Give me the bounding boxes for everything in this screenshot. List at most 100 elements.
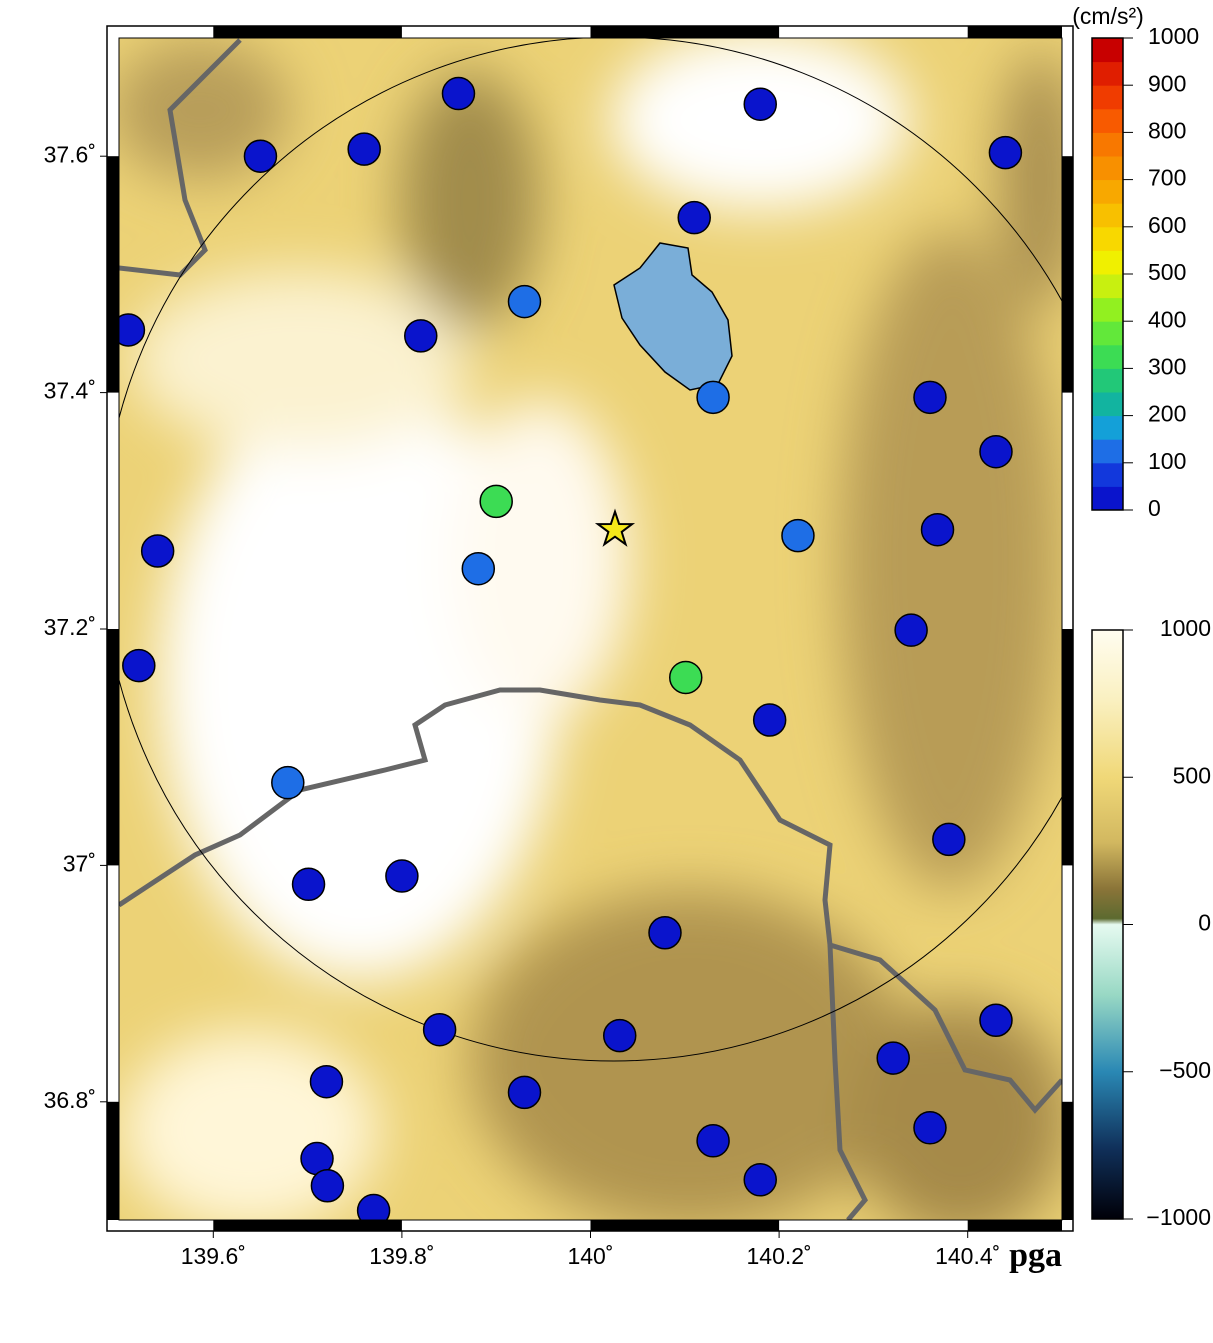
colorbar-segment: [1092, 203, 1123, 228]
colorbar-tick-label: 400: [1148, 306, 1186, 332]
colorbar-segment: [1092, 61, 1123, 86]
station: [347, 132, 381, 166]
colorbar-tick-label: 0: [1148, 495, 1161, 521]
colorbar-segment: [1092, 274, 1123, 299]
station: [913, 380, 947, 415]
elevation-colorbar: [1091, 629, 1124, 1220]
colorbar-segment: [1092, 156, 1123, 181]
station: [648, 916, 682, 950]
colorbar-segment: [1092, 415, 1123, 440]
y-tick-label: 37.2˚: [44, 614, 96, 640]
station: [743, 87, 777, 121]
x-tick-label: 139.6˚: [181, 1243, 246, 1269]
frame-bar: [107, 1101, 119, 1220]
colorbar-tick-label: 500: [1173, 762, 1211, 788]
station: [479, 484, 513, 519]
station: [461, 551, 496, 586]
colorbar-tick-label: 100: [1148, 448, 1186, 474]
map-label: pga: [1009, 1237, 1062, 1274]
station: [309, 1064, 344, 1099]
x-tick-label: 140˚: [567, 1243, 613, 1269]
station: [979, 434, 1013, 469]
distance-circle: [119, 38, 1062, 1062]
colorbar-segment: [1092, 368, 1123, 393]
station: [743, 1163, 777, 1197]
station: [140, 534, 175, 568]
colorbar-tick-label: 700: [1148, 165, 1186, 191]
colorbar-tick-label: 500: [1148, 259, 1186, 285]
terrain: [119, 38, 1062, 1220]
colorbar-segment: [1092, 462, 1123, 487]
colorbar-tick-label: −1000: [1146, 1204, 1211, 1230]
station: [876, 1041, 910, 1075]
colorbar-segment: [1092, 392, 1123, 417]
colorbar-segment: [1092, 226, 1123, 251]
station: [913, 1111, 947, 1145]
colorbar-segment: [1092, 108, 1123, 133]
x-tick-label: 140.2˚: [746, 1243, 811, 1269]
colorbar-tick-label: 1000: [1160, 615, 1211, 641]
station: [271, 765, 305, 800]
frame-bar: [107, 156, 119, 393]
colorbar-segment: [1092, 344, 1123, 369]
station: [920, 512, 955, 547]
station: [422, 1012, 457, 1047]
colorbar-segment: [1092, 179, 1123, 204]
colorbar-segment: [1092, 321, 1123, 346]
colorbar-segment: [1092, 38, 1123, 63]
frame-bar: [590, 1220, 780, 1231]
colorbar-tick-label: 1000: [1148, 23, 1199, 49]
station: [781, 518, 815, 553]
boundary: [119, 38, 242, 278]
colorbar-segment: [1092, 250, 1123, 275]
station: [507, 1075, 542, 1110]
station: [310, 1168, 345, 1203]
frame-bar: [213, 26, 402, 38]
colorbar-segment: [1092, 486, 1123, 511]
frame-bar: [967, 26, 1062, 38]
frame-bar: [1062, 629, 1073, 866]
station: [404, 319, 438, 353]
station: [243, 139, 278, 173]
colorbar-tick-label: −500: [1159, 1057, 1211, 1083]
colorbar-tick-label: 800: [1148, 117, 1186, 143]
station: [507, 284, 542, 319]
frame-bar: [213, 1220, 402, 1231]
boundary: [827, 944, 868, 1220]
colorbar-segment: [1092, 85, 1123, 110]
colorbar-tick-label: 900: [1148, 70, 1186, 96]
station: [894, 613, 928, 647]
frame-bar: [967, 1220, 1062, 1231]
y-tick-label: 37.4˚: [44, 378, 96, 404]
colorbar-tick-label: 600: [1148, 212, 1186, 238]
station: [696, 1124, 730, 1158]
station: [119, 313, 146, 347]
colorbar-segment: [1092, 132, 1123, 157]
station: [696, 380, 730, 415]
station: [122, 648, 156, 683]
station: [979, 1003, 1013, 1037]
y-tick-label: 37˚: [63, 850, 96, 876]
frame-bar: [107, 629, 119, 866]
y-tick-label: 36.8˚: [44, 1087, 96, 1113]
station: [356, 1193, 391, 1220]
x-tick-label: 140.4˚: [935, 1243, 1000, 1269]
frame-bar: [590, 26, 780, 38]
station: [932, 822, 966, 857]
boundary: [119, 687, 1062, 1114]
station: [752, 703, 787, 737]
station: [441, 76, 476, 111]
y-tick-label: 37.6˚: [44, 141, 96, 167]
station: [602, 1018, 637, 1053]
station: [385, 859, 419, 893]
colorbar-segment: [1092, 439, 1123, 464]
x-tick-label: 139.8˚: [369, 1243, 434, 1269]
colorbar-tick-label: 300: [1148, 353, 1186, 379]
colorbar-tick-label: 200: [1148, 401, 1186, 427]
colorbar-segment: [1092, 297, 1123, 322]
epicenter: [594, 508, 636, 547]
station: [988, 135, 1023, 170]
colorbar-unit: (cm/s²): [1072, 3, 1144, 29]
